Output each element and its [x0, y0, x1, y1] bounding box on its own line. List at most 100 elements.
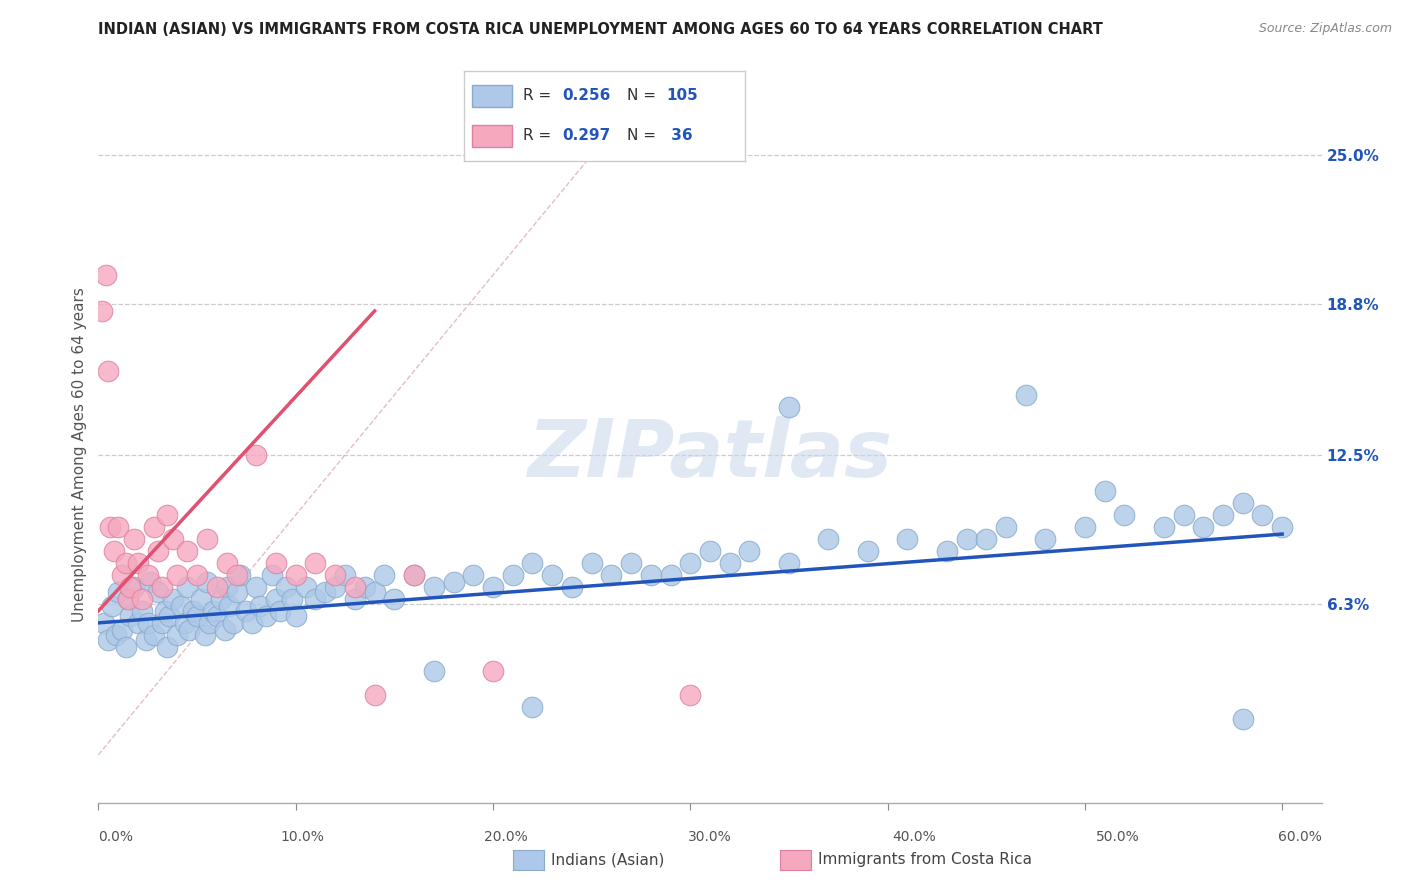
- Text: N =: N =: [627, 88, 661, 103]
- Text: Immigrants from Costa Rica: Immigrants from Costa Rica: [818, 853, 1032, 867]
- FancyBboxPatch shape: [472, 85, 512, 107]
- Text: 60.0%: 60.0%: [1278, 830, 1322, 844]
- Point: [107, 584, 129, 599]
- Point: [91, 304, 114, 318]
- Point: [101, 599, 124, 613]
- Point: [541, 567, 564, 582]
- Point: [482, 664, 505, 678]
- Point: [423, 664, 446, 678]
- Point: [127, 556, 149, 570]
- Point: [218, 599, 240, 613]
- Point: [225, 584, 247, 599]
- Point: [1212, 508, 1234, 522]
- Point: [96, 268, 118, 282]
- Point: [194, 628, 217, 642]
- Point: [1173, 508, 1195, 522]
- Point: [195, 532, 218, 546]
- Point: [249, 599, 271, 613]
- Point: [131, 591, 153, 606]
- Point: [138, 575, 160, 590]
- Text: R =: R =: [523, 88, 557, 103]
- Point: [1153, 520, 1175, 534]
- Point: [127, 615, 149, 630]
- Point: [274, 580, 297, 594]
- Point: [195, 575, 218, 590]
- Point: [245, 448, 267, 462]
- Point: [111, 567, 134, 582]
- Point: [146, 544, 169, 558]
- Point: [1015, 388, 1038, 402]
- Text: INDIAN (ASIAN) VS IMMIGRANTS FROM COSTA RICA UNEMPLOYMENT AMONG AGES 60 TO 64 YE: INDIAN (ASIAN) VS IMMIGRANTS FROM COSTA …: [98, 22, 1104, 37]
- Point: [620, 556, 643, 570]
- Point: [156, 640, 179, 654]
- Point: [994, 520, 1017, 534]
- Point: [122, 580, 145, 594]
- FancyBboxPatch shape: [472, 125, 512, 147]
- Point: [284, 608, 307, 623]
- Point: [281, 591, 304, 606]
- Point: [215, 580, 238, 594]
- Point: [166, 567, 188, 582]
- Point: [150, 580, 173, 594]
- Point: [382, 591, 405, 606]
- Point: [284, 567, 307, 582]
- Point: [404, 567, 426, 582]
- Point: [186, 608, 208, 623]
- Point: [181, 604, 204, 618]
- Point: [166, 628, 188, 642]
- Point: [1232, 496, 1254, 510]
- Point: [205, 580, 228, 594]
- Text: 40.0%: 40.0%: [891, 830, 936, 844]
- Text: N =: N =: [627, 128, 661, 143]
- Point: [159, 608, 181, 623]
- Point: [131, 604, 153, 618]
- Text: 105: 105: [666, 88, 699, 103]
- Text: 30.0%: 30.0%: [688, 830, 733, 844]
- Point: [146, 584, 169, 599]
- Point: [600, 567, 623, 582]
- Point: [105, 628, 128, 642]
- Text: R =: R =: [523, 128, 557, 143]
- Point: [640, 567, 662, 582]
- Point: [738, 544, 761, 558]
- Point: [240, 615, 263, 630]
- Point: [443, 575, 465, 590]
- Point: [260, 567, 283, 582]
- Text: 36: 36: [666, 128, 693, 143]
- Point: [174, 615, 197, 630]
- Point: [778, 556, 800, 570]
- Point: [264, 556, 287, 570]
- Point: [179, 623, 201, 637]
- Point: [209, 591, 232, 606]
- Point: [314, 584, 336, 599]
- Point: [198, 615, 221, 630]
- Point: [679, 556, 702, 570]
- Point: [353, 580, 375, 594]
- Point: [817, 532, 839, 546]
- Point: [323, 580, 346, 594]
- Point: [221, 615, 243, 630]
- Point: [142, 628, 165, 642]
- Point: [333, 567, 356, 582]
- Point: [1271, 520, 1294, 534]
- Text: 0.297: 0.297: [562, 128, 610, 143]
- Y-axis label: Unemployment Among Ages 60 to 64 years: Unemployment Among Ages 60 to 64 years: [72, 287, 87, 623]
- Point: [205, 608, 228, 623]
- Point: [1074, 520, 1097, 534]
- Point: [176, 580, 198, 594]
- Text: ZIPatlas: ZIPatlas: [527, 416, 893, 494]
- Point: [269, 604, 291, 618]
- Point: [502, 567, 524, 582]
- Point: [117, 591, 139, 606]
- Text: 0.256: 0.256: [562, 88, 610, 103]
- Point: [150, 615, 173, 630]
- Point: [118, 580, 141, 594]
- Point: [522, 556, 544, 570]
- Point: [343, 580, 366, 594]
- Text: 50.0%: 50.0%: [1095, 830, 1140, 844]
- Point: [699, 544, 721, 558]
- Point: [581, 556, 603, 570]
- Text: Indians (Asian): Indians (Asian): [551, 853, 665, 867]
- Point: [117, 591, 139, 606]
- Point: [136, 615, 159, 630]
